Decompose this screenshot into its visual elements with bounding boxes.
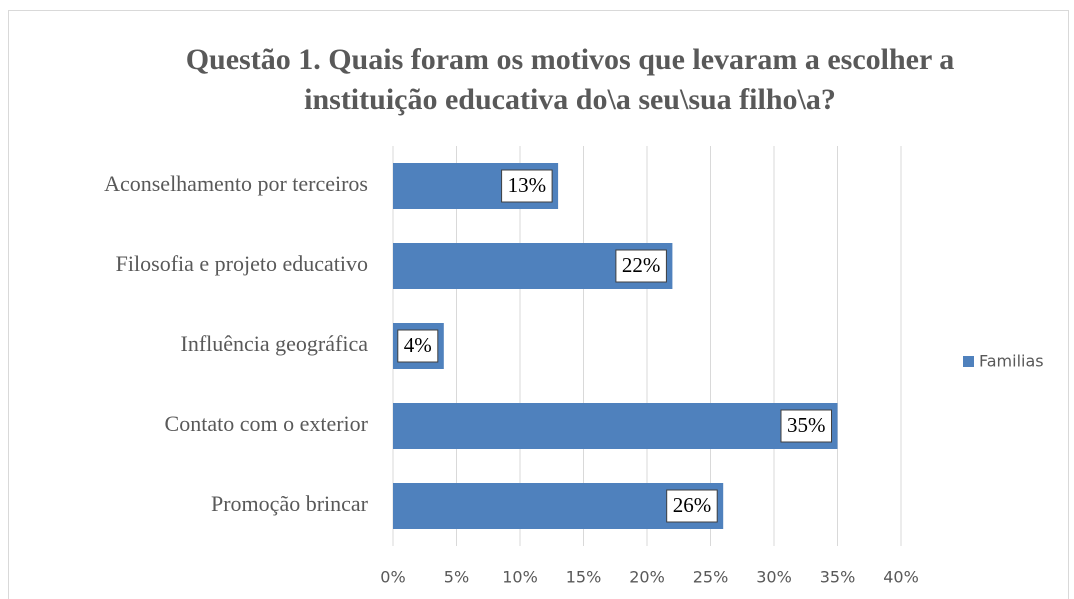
data-label-box xyxy=(615,249,667,283)
data-label: 4% xyxy=(404,333,432,357)
y-tick-label: Influência geográfica xyxy=(181,331,369,356)
data-label: 22% xyxy=(622,253,661,277)
x-tick-label: 5% xyxy=(444,568,469,587)
data-label-box xyxy=(666,489,718,523)
y-tick-label: Filosofia e projeto educativo xyxy=(116,251,368,276)
x-tick-label: 35% xyxy=(820,568,856,587)
chart-title: instituição educativa do\a seu\sua filho… xyxy=(304,83,836,116)
x-tick-label: 40% xyxy=(883,568,919,587)
data-label-box xyxy=(397,329,439,363)
chart-title: Questão 1. Quais foram os motivos que le… xyxy=(186,43,955,76)
x-tick-label: 10% xyxy=(502,568,538,587)
x-tick-label: 20% xyxy=(629,568,665,587)
data-label: 26% xyxy=(673,493,712,517)
x-tick-label: 0% xyxy=(380,568,405,587)
x-tick-label: 15% xyxy=(566,568,602,587)
y-tick-label: Aconselhamento por terceiros xyxy=(104,171,368,196)
legend-label: Familias xyxy=(979,352,1044,371)
y-tick-label: Contato com o exterior xyxy=(165,411,369,436)
data-label: 13% xyxy=(508,173,547,197)
x-tick-label: 25% xyxy=(693,568,729,587)
data-label: 35% xyxy=(787,413,826,437)
x-tick-label: 30% xyxy=(756,568,792,587)
bar xyxy=(393,403,838,449)
legend-swatch xyxy=(963,356,974,367)
y-tick-label: Promoção brincar xyxy=(211,491,369,516)
data-label-box xyxy=(501,169,553,203)
data-label-box xyxy=(780,409,832,443)
